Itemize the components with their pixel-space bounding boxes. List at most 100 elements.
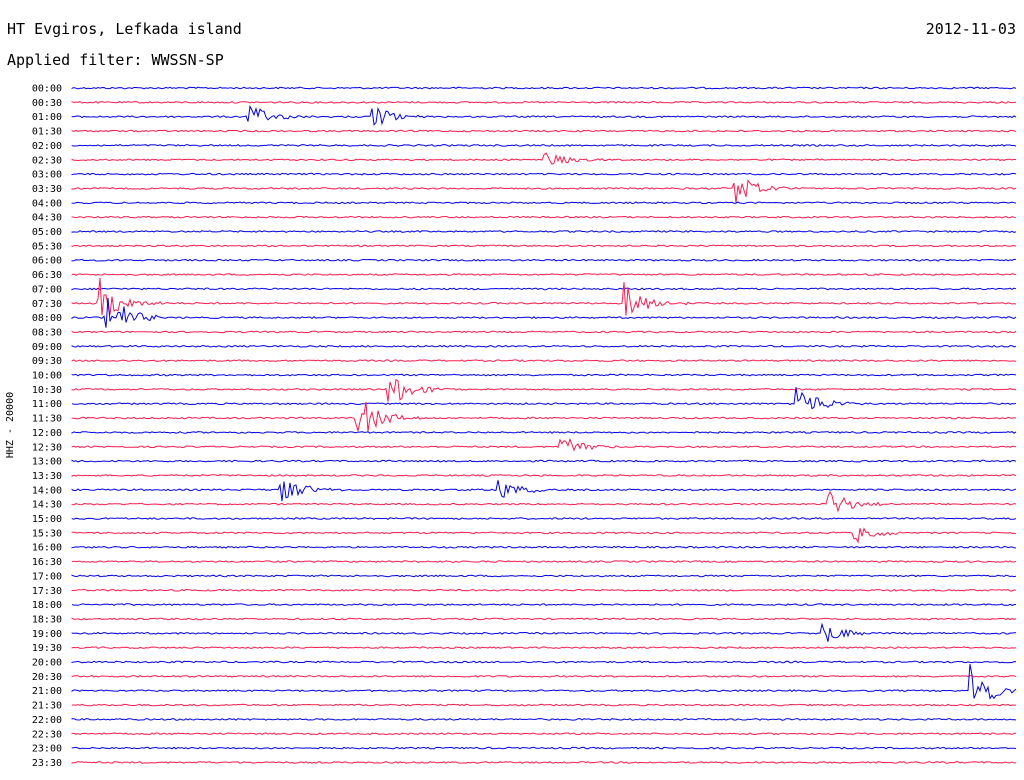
y-axis-label: HHZ - 20000: [5, 392, 16, 458]
tick-label: 23:00: [32, 744, 62, 755]
tick-label: 08:00: [32, 313, 62, 324]
tick-label: 14:30: [32, 500, 62, 511]
tick-label: 18:30: [32, 614, 62, 625]
seismic-trace: [71, 230, 1017, 233]
seismic-trace: [71, 646, 1017, 649]
tick-label: 05:00: [32, 227, 62, 238]
tick-label: 19:00: [32, 629, 62, 640]
seismic-trace: [71, 278, 1017, 316]
seismic-trace: [71, 401, 1017, 432]
tick-label: 16:00: [32, 543, 62, 554]
tick-label: 10:30: [32, 385, 62, 396]
tick-label: 04:00: [32, 198, 62, 209]
seismic-trace: [71, 297, 1017, 328]
seismic-trace: [71, 378, 1017, 402]
seismic-trace: [71, 474, 1017, 478]
seismic-trace: [71, 588, 1017, 592]
tick-label: 02:30: [32, 155, 62, 166]
tick-label: 03:00: [32, 170, 62, 181]
seismic-trace: [71, 717, 1017, 721]
tick-label: 07:00: [32, 284, 62, 295]
tick-label: 18:00: [32, 600, 62, 611]
tick-label: 04:30: [32, 213, 62, 224]
tick-label: 21:00: [32, 686, 62, 697]
seismic-trace: [71, 215, 1017, 219]
seismic-trace: [71, 622, 1017, 642]
seismic-trace: [71, 761, 1016, 764]
tick-label: 08:30: [32, 327, 62, 338]
seismic-trace: [71, 201, 1017, 205]
seismic-trace: [71, 674, 1017, 678]
tick-label: 00:30: [32, 98, 62, 109]
tick-label: 21:30: [32, 701, 62, 712]
tick-label: 23:30: [32, 758, 62, 769]
seismic-trace: [71, 617, 1017, 621]
tick-label: 11:30: [32, 414, 62, 425]
tick-label: 11:00: [32, 399, 62, 410]
seismic-trace: [71, 732, 1016, 736]
tick-label: 02:00: [32, 141, 62, 152]
seismic-trace: [71, 490, 1017, 513]
tick-label: 06:30: [32, 270, 62, 281]
seismic-trace: [71, 172, 1017, 176]
seismic-trace: [71, 359, 1017, 363]
tick-label: 09:30: [32, 356, 62, 367]
seismic-trace: [71, 143, 1017, 147]
seismic-trace: [71, 459, 1017, 463]
tick-label: 01:00: [32, 112, 62, 123]
tick-label: 15:00: [32, 514, 62, 525]
tick-label: 15:30: [32, 528, 62, 539]
tick-label: 03:30: [32, 184, 62, 195]
tick-label: 06:00: [32, 256, 62, 267]
tick-label: 17:00: [32, 571, 62, 582]
station-title: HT Evgiros, Lefkada island: [7, 20, 242, 38]
seismic-trace: [71, 560, 1017, 563]
seismic-trace: [71, 373, 1017, 377]
tick-label: 14:00: [32, 485, 62, 496]
seismic-trace: [71, 430, 1017, 434]
tick-label: 19:30: [32, 643, 62, 654]
seismic-trace: [71, 387, 1017, 410]
filter-label: Applied filter: WWSSN-SP: [7, 51, 224, 69]
tick-label: 16:30: [32, 557, 62, 568]
tick-label: 00:00: [32, 84, 62, 95]
tick-label: 13:00: [32, 457, 62, 468]
tick-label: 10:00: [32, 371, 62, 382]
seismic-trace: [71, 545, 1017, 549]
seismic-trace: [71, 330, 1017, 334]
seismic-trace: [71, 129, 1017, 133]
seismic-trace: [71, 152, 1017, 165]
seismic-trace: [71, 273, 1017, 276]
tick-label: 01:30: [32, 127, 62, 138]
seismic-trace: [71, 660, 1017, 664]
seismic-trace: [71, 603, 1017, 606]
seismic-trace: [71, 258, 1016, 262]
seismic-trace: [71, 244, 1017, 248]
seismic-trace: [72, 703, 1016, 707]
tick-label: 12:00: [32, 428, 62, 439]
seismic-trace: [71, 86, 1017, 90]
tick-label: 05:30: [32, 241, 62, 252]
seismic-trace: [71, 179, 1017, 204]
seismic-trace: [71, 480, 1017, 502]
tick-label: 09:00: [32, 342, 62, 353]
tick-label: 13:30: [32, 471, 62, 482]
seismic-trace: [71, 100, 1017, 104]
seismic-trace: [71, 344, 1017, 348]
seismic-trace: [71, 437, 1017, 452]
tick-label: 22:00: [32, 715, 62, 726]
tick-label: 22:30: [32, 729, 62, 740]
tick-label-group: 00:00 00:30 01:00 01:30 02:00 02:30 03:00 03:30…: [32, 84, 62, 769]
tick-label: 20:00: [32, 658, 62, 669]
seismic-trace: [71, 287, 1017, 291]
tick-label: 17:30: [32, 586, 62, 597]
seismic-trace: [71, 664, 1017, 700]
trace-group: [71, 86, 1017, 764]
date-label: 2012-11-03: [925, 20, 1016, 38]
tick-label: 12:30: [32, 442, 62, 453]
tick-label: 20:30: [32, 672, 62, 683]
seismic-trace: [71, 527, 1017, 544]
seismic-trace: [71, 574, 1017, 578]
tick-label: 07:30: [32, 299, 62, 310]
